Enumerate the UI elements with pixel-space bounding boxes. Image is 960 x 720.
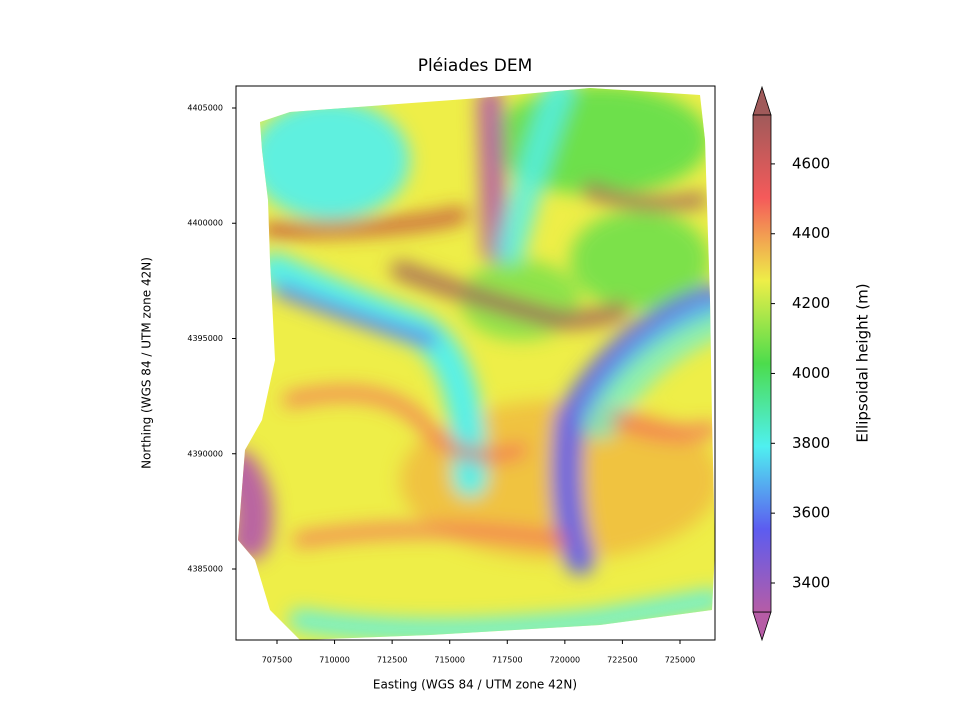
- y-axis-label: Northing (WGS 84 / UTM zone 42N): [140, 257, 154, 469]
- colorbar-tick-label: 4000: [792, 364, 830, 382]
- y-tick-label: 4395000: [187, 334, 223, 343]
- y-tick-label: 4385000: [187, 565, 223, 574]
- colorbar-tick-label: 3400: [792, 574, 830, 592]
- dem-shade: [391, 261, 629, 330]
- colorbar-label: Ellipsoidal height (m): [854, 283, 872, 442]
- y-tick-label: 4390000: [187, 449, 223, 458]
- x-tick-label: 722500: [607, 656, 638, 665]
- x-tick-label: 717500: [492, 656, 523, 665]
- colorbar-extend-bottom: [752, 611, 772, 642]
- colorbar-tick-label: 3800: [792, 434, 830, 452]
- colorbar-tick-label: 4600: [792, 154, 830, 172]
- dem-shade: [250, 100, 410, 220]
- axes-frame: [235, 85, 716, 641]
- chart-title: Pléiades DEM: [418, 56, 533, 76]
- y-tick-label: 4400000: [187, 219, 223, 228]
- colorbar-extend-top: [752, 85, 772, 116]
- colorbar: [752, 114, 772, 613]
- dem-shade: [262, 207, 468, 238]
- x-tick-label: 712500: [377, 656, 408, 665]
- dem-shade: [570, 210, 710, 310]
- dem-shade: [283, 386, 527, 463]
- colorbar-tick-label: 4400: [792, 224, 830, 242]
- dem-shade: [477, 88, 508, 263]
- dem-shade: [293, 523, 567, 547]
- x-tick-label: 710000: [319, 656, 350, 665]
- x-tick-label: 707500: [262, 656, 293, 665]
- dem-shade: [580, 300, 715, 440]
- dem-shade: [612, 412, 715, 442]
- y-tick-label: 4405000: [187, 103, 223, 112]
- dem-shade: [238, 450, 274, 560]
- colorbar-tick-label: 3600: [792, 504, 830, 522]
- dem-shade: [273, 283, 437, 347]
- dem-shade: [582, 182, 708, 212]
- x-tick-label: 725000: [665, 656, 696, 665]
- dem-shade: [289, 589, 715, 640]
- x-tick-label: 720000: [550, 656, 581, 665]
- colorbar-tick-label: 4200: [792, 294, 830, 312]
- dem-shade: [551, 285, 715, 575]
- dem-shade: [495, 88, 575, 265]
- x-axis-label: Easting (WGS 84 / UTM zone 42N): [373, 678, 577, 692]
- dem-image: [238, 88, 715, 640]
- x-tick-label: 715000: [434, 656, 465, 665]
